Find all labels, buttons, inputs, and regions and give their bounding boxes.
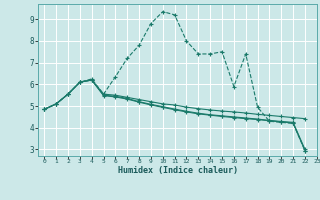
X-axis label: Humidex (Indice chaleur): Humidex (Indice chaleur) <box>118 166 238 175</box>
